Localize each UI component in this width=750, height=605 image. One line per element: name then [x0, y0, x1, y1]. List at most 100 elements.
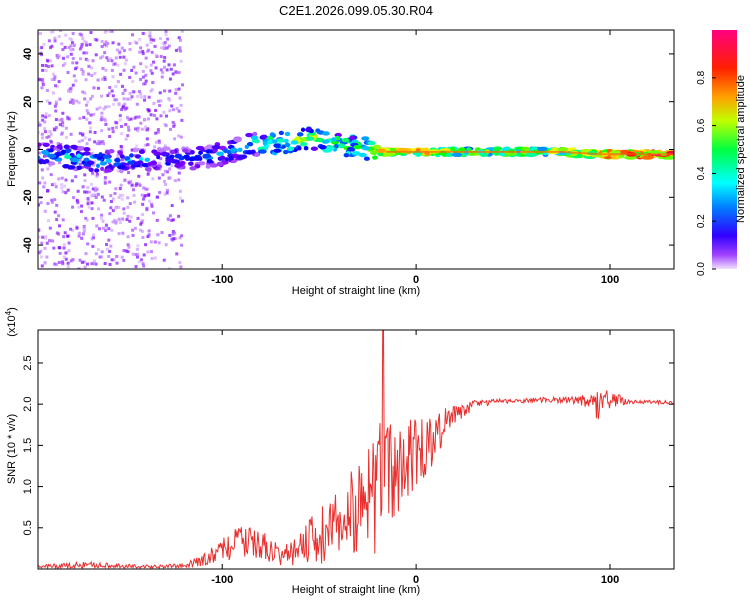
spectrogram-speckle	[87, 64, 91, 68]
spectrogram-speckle	[86, 100, 90, 104]
spectrogram-speckle	[95, 224, 99, 228]
spectrogram-speckle	[141, 202, 145, 206]
spectrogram-speckle	[38, 31, 41, 35]
spectrogram-ridge-cell	[38, 155, 41, 160]
spectrogram-speckle	[111, 130, 115, 134]
y-tick-label: 40	[22, 48, 34, 60]
spectrogram-speckle	[157, 176, 161, 180]
spectrogram-ridge-cell	[104, 168, 113, 173]
spectrogram-speckle	[48, 59, 52, 63]
spectrogram-speckle	[50, 64, 54, 68]
spectrogram-speckle	[53, 182, 57, 186]
spectrogram-speckle	[61, 218, 65, 222]
spectrogram-speckle	[82, 226, 86, 230]
spectrogram-speckle	[134, 253, 138, 257]
spectrogram-speckle	[118, 55, 122, 59]
spectrogram-ridge-cell	[105, 158, 112, 163]
spectrogram-speckle	[137, 182, 141, 186]
spectrogram-speckle	[130, 183, 134, 187]
spectrogram-speckle	[121, 231, 125, 235]
spectrogram-speckle	[71, 32, 75, 36]
spectrogram-speckle	[136, 252, 140, 256]
spectrogram-speckle	[80, 138, 84, 142]
spectrogram-speckle	[140, 229, 144, 233]
spectrogram-speckle	[128, 75, 132, 79]
spectrogram-speckle	[162, 110, 166, 114]
spectrogram-speckle	[158, 161, 162, 165]
spectrogram-speckle	[167, 98, 171, 102]
spectrogram-speckle	[108, 262, 112, 266]
spectrogram-speckle	[100, 195, 104, 199]
spectrogram-speckle	[167, 63, 171, 67]
spectrogram-speckle	[144, 187, 148, 191]
spectrogram-speckle	[71, 228, 75, 232]
spectrogram-ridge-cell	[269, 132, 275, 137]
spectrogram-speckle	[64, 126, 68, 130]
spectrogram-speckle	[41, 63, 45, 67]
spectrogram-speckle	[144, 79, 148, 83]
spectrogram-speckle	[150, 204, 154, 208]
spectrogram-speckle	[39, 255, 43, 259]
spectrogram-speckle	[104, 40, 108, 44]
spectrogram-speckle	[43, 181, 47, 185]
spectrogram-speckle	[114, 84, 118, 88]
spectrogram-speckle	[102, 198, 106, 202]
spectrogram-speckle	[75, 99, 79, 103]
spectrogram-ridge-cell	[156, 154, 161, 160]
spectrogram-ridge-cell	[61, 149, 66, 154]
spectrogram-speckle	[84, 78, 88, 82]
spectrogram-speckle	[118, 118, 122, 122]
spectrogram-speckle	[49, 132, 53, 136]
spectrogram-speckle	[174, 237, 178, 241]
spectrogram-speckle	[121, 217, 125, 221]
spectrogram-speckle	[61, 63, 65, 67]
spectrogram-speckle	[140, 220, 144, 224]
spectrogram-ridge-cell	[536, 146, 548, 152]
spectrogram-speckle	[179, 265, 183, 269]
spectrogram-speckle	[54, 118, 58, 122]
spectrogram-ridge-cell	[198, 150, 203, 155]
spectrogram-speckle	[178, 236, 182, 240]
spectrogram-speckle	[64, 257, 68, 261]
spectrogram-speckle	[91, 163, 95, 167]
spectrogram-speckle	[77, 205, 81, 209]
spectrogram-speckle	[136, 129, 140, 133]
spectrogram-speckle	[156, 128, 160, 132]
spectrogram-ridge-cell	[139, 156, 144, 162]
spectrogram-ridge-cell	[245, 132, 254, 138]
spectrogram-speckle	[93, 262, 97, 266]
spectrogram-speckle	[38, 181, 42, 185]
spectrogram-speckle	[143, 95, 147, 99]
spectrogram-speckle	[150, 202, 154, 206]
y-tick-label: -40	[22, 237, 34, 253]
spectrogram-speckle	[71, 258, 75, 262]
spectrogram-speckle	[115, 121, 119, 125]
spectrogram-speckle	[156, 99, 160, 103]
spectrogram-speckle	[96, 86, 100, 90]
spectrogram-speckle	[93, 189, 97, 193]
spectrogram-speckle	[78, 117, 82, 121]
spectrogram-ridge-cell	[129, 153, 134, 158]
spectrogram-ridge-cell	[95, 163, 101, 169]
spectrogram-speckle	[139, 222, 143, 226]
spectrogram-ridge-cell	[244, 144, 249, 150]
spectrogram-speckle	[41, 80, 45, 84]
spectrogram-speckle	[55, 53, 59, 57]
spectrogram-speckle	[62, 243, 66, 247]
spectrogram-speckle	[121, 91, 125, 95]
spectrogram-ylabel: Frequency (Hz)	[6, 111, 18, 187]
spectrogram-speckle	[81, 72, 85, 76]
spectrogram-speckle	[42, 42, 46, 46]
spectrogram-ridge-cell	[70, 157, 78, 163]
spectrogram-speckle	[39, 249, 43, 253]
spectrogram-ridge-cell	[124, 156, 131, 161]
spectrogram-speckle	[107, 105, 111, 109]
spectrogram-speckle	[40, 168, 44, 172]
spectrogram-ridge-cell	[361, 146, 371, 151]
spectrogram-speckle	[100, 250, 104, 254]
spectrogram-speckle	[139, 164, 143, 168]
spectrogram-speckle	[58, 161, 62, 165]
spectrogram-speckle	[113, 192, 117, 196]
spectrogram-speckle	[147, 48, 151, 52]
spectrogram-speckle	[69, 132, 73, 136]
